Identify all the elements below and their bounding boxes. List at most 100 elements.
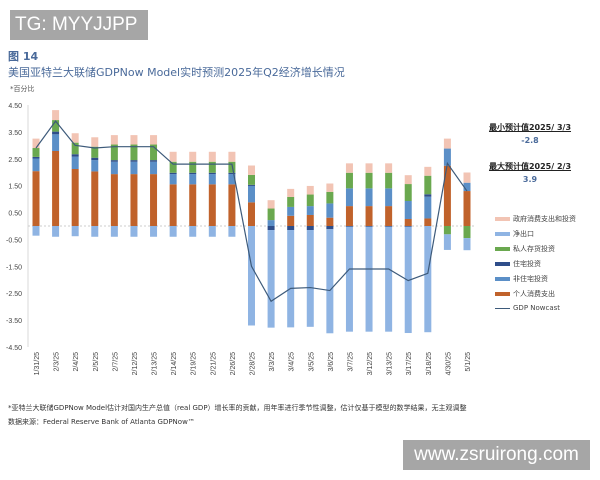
x-tick-label: 2/28/25 xyxy=(250,352,257,375)
y-tick-label: 2.50 xyxy=(8,157,22,164)
bar-segment xyxy=(385,188,393,207)
y-tick-label: 3.50 xyxy=(8,130,22,137)
bar-segment xyxy=(267,200,275,209)
legend-swatch xyxy=(495,232,510,236)
bar-segment xyxy=(385,226,393,227)
x-tick-label: 2/26/25 xyxy=(230,352,237,375)
bar-segment xyxy=(248,202,255,226)
bar-segment xyxy=(110,144,118,161)
legend-label: 住宅投资 xyxy=(513,260,541,268)
bar-segment xyxy=(110,160,118,162)
bar-segment xyxy=(228,226,236,237)
bar-segment xyxy=(208,184,216,226)
bar-segment xyxy=(463,182,471,192)
legend-item: 住宅投资 xyxy=(495,259,541,269)
bar-segment xyxy=(91,146,99,158)
bar-segment xyxy=(208,226,216,237)
bar-segment xyxy=(189,226,197,237)
bar-segment xyxy=(169,151,177,162)
legend-swatch xyxy=(495,307,510,309)
legend-item: 私人存货投资 xyxy=(495,244,555,254)
bar-segment xyxy=(189,172,197,175)
x-tick-label: 2/4/25 xyxy=(73,352,80,372)
bar-segment xyxy=(91,226,99,237)
bar-segment xyxy=(424,166,432,176)
legend-label: 非住宅投资 xyxy=(513,275,548,283)
watermark-bottom: www.zsruirong.com xyxy=(403,440,590,470)
bar-segment xyxy=(365,226,373,227)
bar-segment xyxy=(385,172,393,189)
bar-segment xyxy=(208,174,216,185)
bar-segment xyxy=(404,184,412,201)
bar-segment xyxy=(345,226,353,227)
bar-segment xyxy=(267,226,275,231)
y-tick-label: -3.50 xyxy=(6,318,22,325)
bar-segment xyxy=(130,144,138,161)
min-annotation-value: -2.8 xyxy=(521,136,539,145)
x-tick-label: 5/1/25 xyxy=(465,352,472,372)
legend-label: 私人存货投资 xyxy=(513,245,555,253)
bar-segment xyxy=(287,206,295,216)
legend-label: 净出口 xyxy=(513,230,534,238)
bar-segment xyxy=(345,206,353,226)
bar-segment xyxy=(91,160,99,172)
bar-segment xyxy=(287,230,295,328)
footnote: *亚特兰大联储GDPNow Model估计对国内生产总值（real GDP）增长… xyxy=(8,404,467,412)
bar-segment xyxy=(385,226,393,332)
bar-segment xyxy=(228,151,236,162)
bar-segment xyxy=(52,134,60,151)
bar-segment xyxy=(91,171,99,226)
legend-item: 净出口 xyxy=(495,229,534,239)
source-note: 数据来源：Federal Reserve Bank of Atlanta GDP… xyxy=(8,418,195,426)
figure-number: 图 14 xyxy=(8,50,39,63)
bar-segment xyxy=(130,161,138,175)
bar-segment xyxy=(130,135,138,145)
bar-segment xyxy=(71,142,79,155)
x-tick-label: 2/3/25 xyxy=(54,352,61,372)
watermark-top: TG: MYYJJPP xyxy=(10,10,148,40)
bar-segment xyxy=(208,151,216,162)
x-tick-label: 3/17/25 xyxy=(406,352,413,375)
bar-segment xyxy=(32,148,40,157)
bar-segment xyxy=(32,226,40,236)
bar-segment xyxy=(287,196,295,207)
x-tick-label: 3/13/25 xyxy=(387,352,394,375)
y-tick-label: -0.50 xyxy=(6,237,22,244)
legend-swatch xyxy=(495,247,510,251)
bar-segment xyxy=(326,217,334,226)
bar-segment xyxy=(365,188,373,207)
bar-segment xyxy=(463,238,471,251)
y-tick-label: 1.50 xyxy=(8,184,22,191)
x-tick-label: 1/31/25 xyxy=(34,352,41,375)
bar-segment xyxy=(32,156,40,159)
bar-segment xyxy=(345,163,353,173)
bar-segment xyxy=(150,135,158,145)
x-tick-label: 2/19/25 xyxy=(191,352,198,375)
legend-item: 政府消费支出和投资 xyxy=(495,214,576,224)
bar-segment xyxy=(463,226,471,239)
y-tick-label: -4.50 xyxy=(6,345,22,352)
bar-segment xyxy=(52,226,60,237)
bar-segment xyxy=(150,144,158,161)
bar-segment xyxy=(169,161,177,173)
x-tick-label: 4/30/25 xyxy=(445,352,452,375)
bar-segment xyxy=(189,151,197,162)
bar-segment xyxy=(385,163,393,173)
x-tick-label: 3/6/25 xyxy=(328,352,335,372)
bar-segment xyxy=(71,154,79,157)
legend-item: 个人消费支出 xyxy=(495,289,555,299)
bar-segment xyxy=(267,220,275,226)
bar-segment xyxy=(306,226,314,231)
bar-segment xyxy=(463,191,471,226)
bar-segment xyxy=(443,148,451,166)
bar-segment xyxy=(71,156,79,169)
y-tick-label: -2.50 xyxy=(6,291,22,298)
bar-segment xyxy=(306,230,314,327)
bar-segment xyxy=(287,215,295,226)
bar-segment xyxy=(306,194,314,207)
bar-segment xyxy=(208,161,216,173)
y-tick-label: 4.50 xyxy=(8,103,22,110)
bar-segment xyxy=(248,174,255,185)
bar-segment xyxy=(326,226,334,230)
